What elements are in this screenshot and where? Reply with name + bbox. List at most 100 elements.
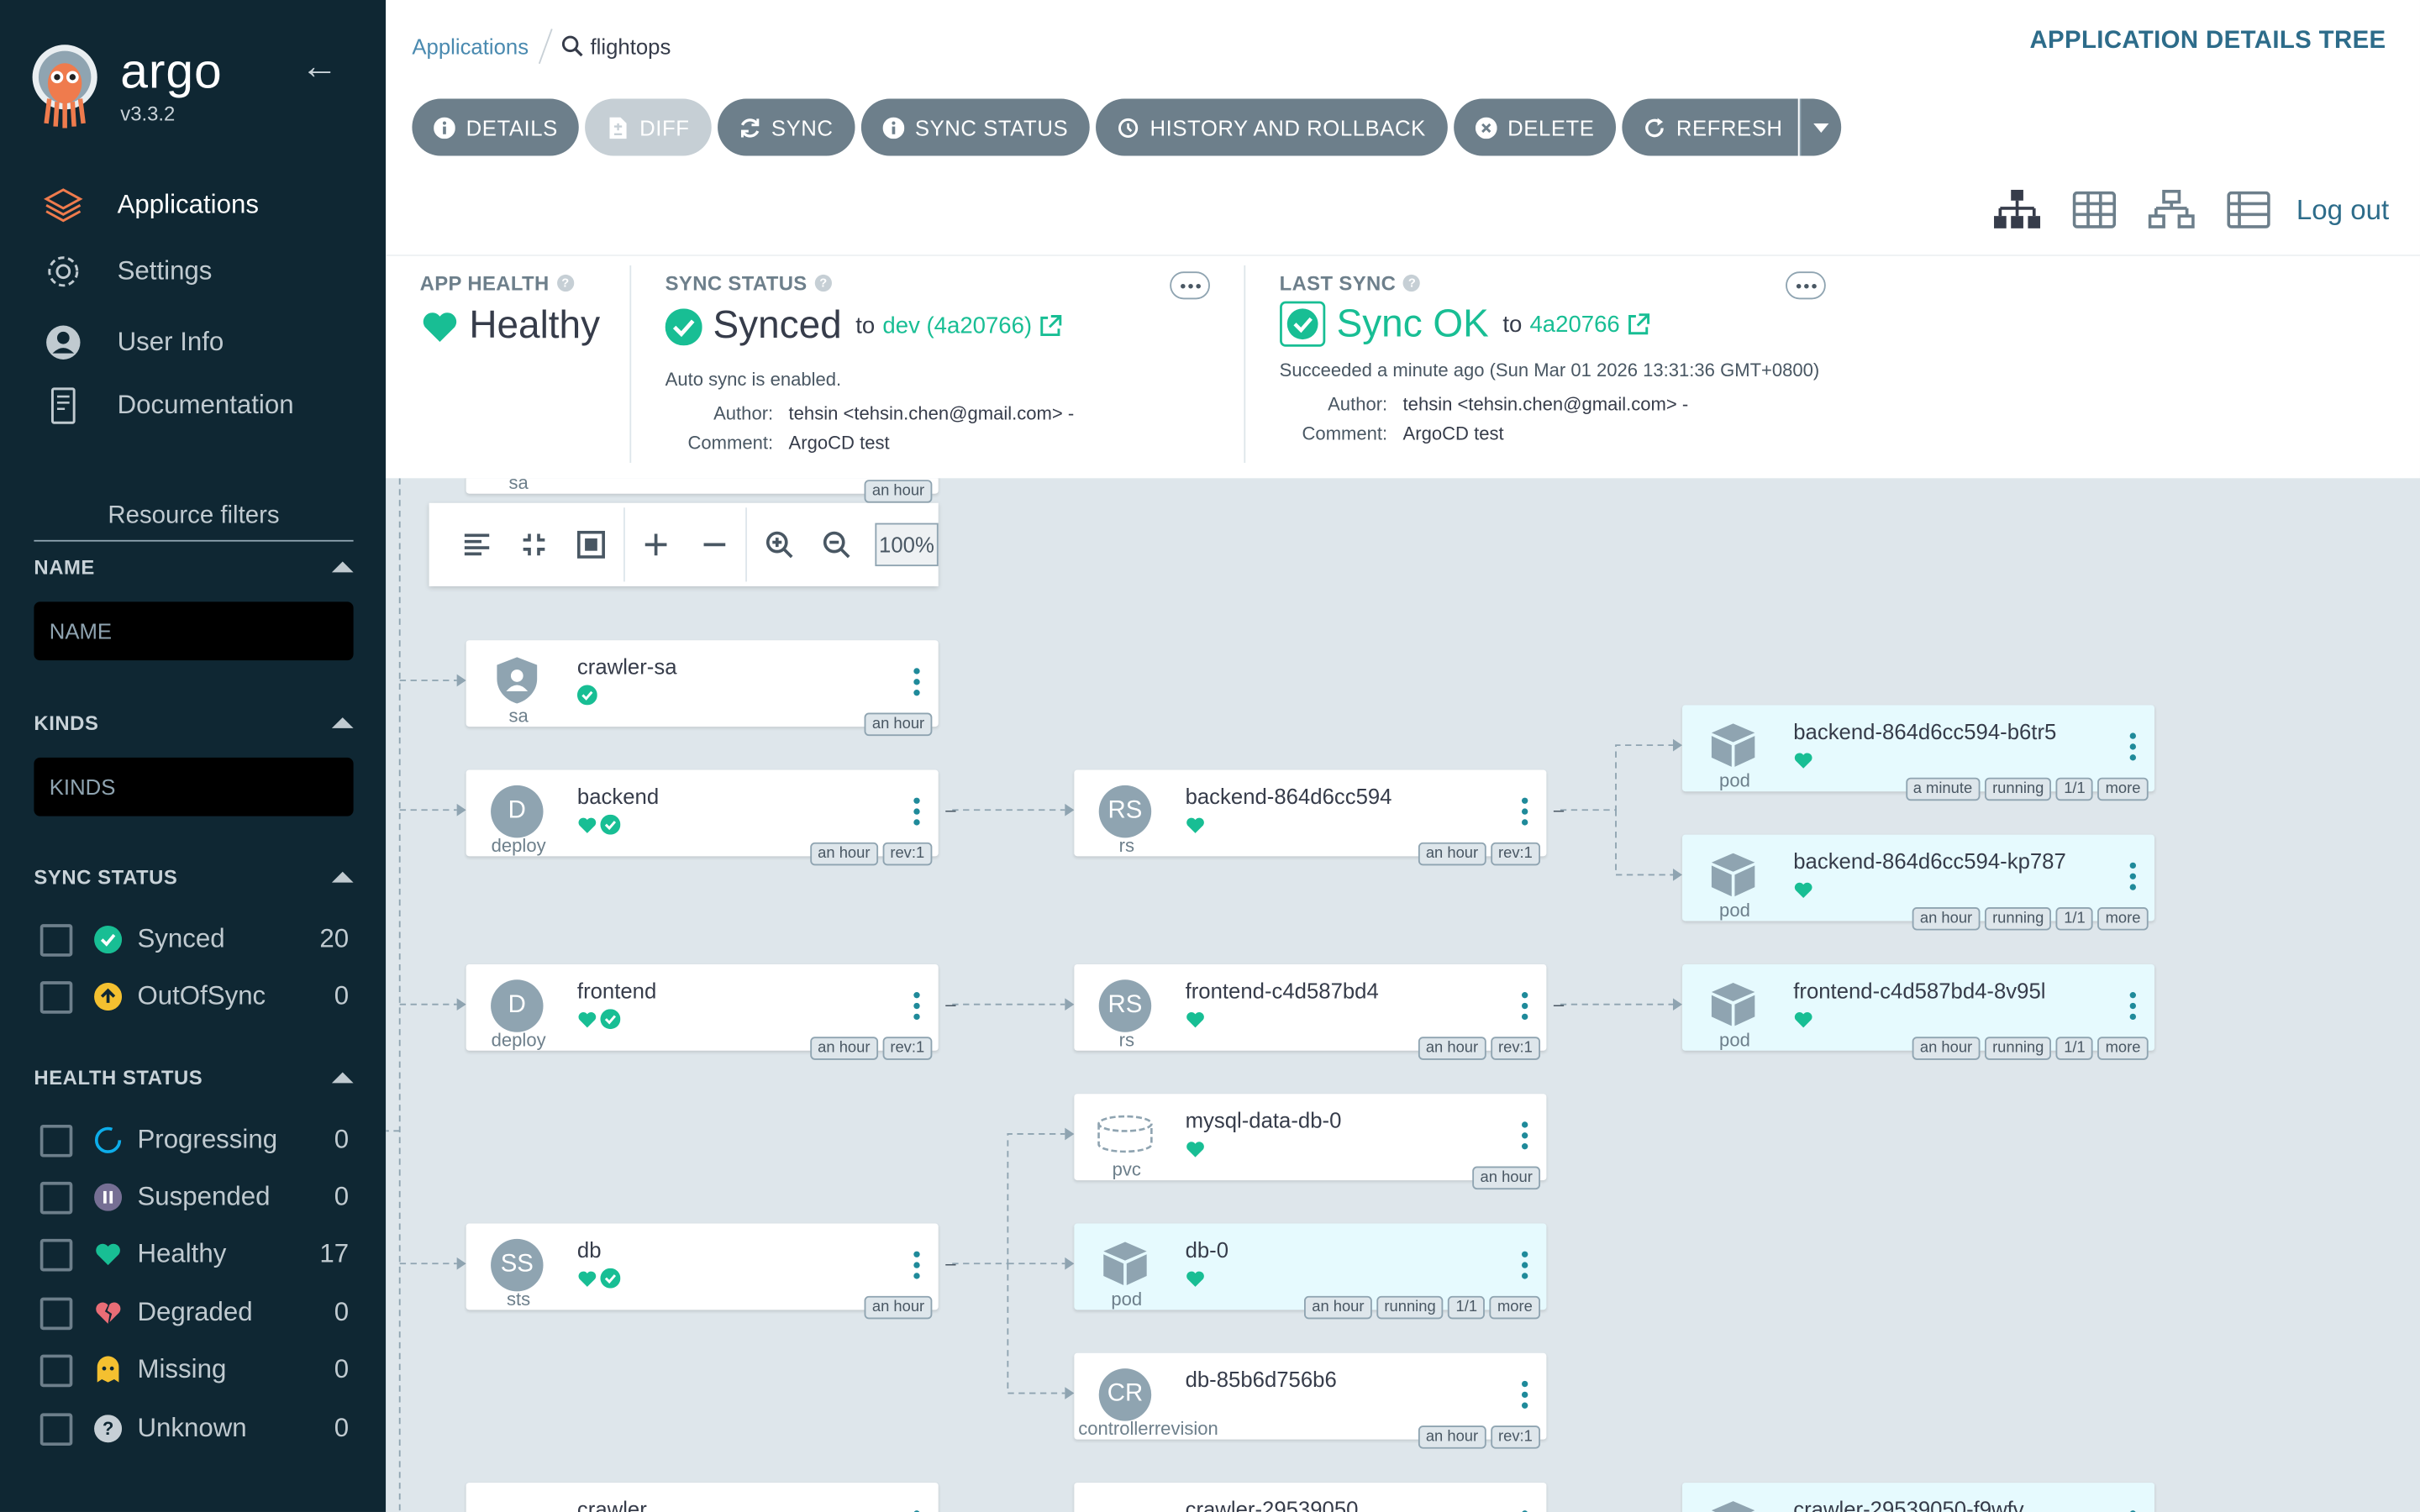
filter-name-header[interactable]: NAME	[34, 555, 354, 579]
resource-node-backend-pod2[interactable]: pod backend-864d6cc594-kp787 an hour runn…	[1682, 834, 2155, 931]
kebab-menu-icon[interactable]	[1521, 1510, 1528, 1512]
argo-logo[interactable]	[31, 43, 99, 129]
sync-revision-link[interactable]: dev (4a20766)	[882, 312, 1033, 340]
help-icon[interactable]: ?	[556, 274, 574, 292]
collapse-node-toggle[interactable]: –	[945, 799, 956, 822]
filter-degraded[interactable]: Degraded 0	[39, 1294, 349, 1331]
filter-unknown[interactable]: ? Unknown 0	[39, 1410, 349, 1447]
align-left-icon[interactable]	[448, 520, 505, 570]
collapse-node-toggle[interactable]: –	[945, 1252, 956, 1275]
sync-status-more-button[interactable]	[1170, 271, 1210, 300]
checkbox[interactable]	[39, 923, 73, 956]
resource-node-frontend-rs[interactable]: RS rs frontend-c4d587bd4 an hour rev:1	[1074, 963, 1547, 1060]
nav-label: Settings	[117, 255, 213, 286]
resource-node-crawler-sa[interactable]: sa crawler-sa an hour	[466, 640, 939, 737]
breadcrumb-current[interactable]: flightops	[561, 34, 671, 59]
refresh-button[interactable]: REFRESH	[1622, 98, 1798, 156]
collapse-node-toggle[interactable]: –	[1553, 799, 1565, 822]
kebab-menu-icon[interactable]	[1521, 797, 1528, 826]
kebab-menu-icon[interactable]	[2129, 862, 2136, 890]
resource-node-pvc[interactable]: pvc mysql-data-db-0 an hour	[1074, 1094, 1547, 1190]
nav-documentation[interactable]: Documentation	[43, 383, 294, 429]
collapse-sidebar-icon[interactable]: ←	[301, 46, 339, 88]
sync-button[interactable]: SYNC	[717, 98, 855, 156]
help-icon[interactable]: ?	[814, 274, 833, 292]
resource-node-partial[interactable]: sa an hour	[466, 478, 939, 503]
filter-progressing[interactable]: Progressing 0	[39, 1121, 349, 1158]
zoom-level[interactable]: 100%	[875, 522, 939, 567]
list-view-icon[interactable]	[2225, 188, 2271, 231]
zoom-in-icon[interactable]	[750, 520, 808, 570]
filter-kinds-header[interactable]: KINDS	[34, 711, 354, 735]
resource-node-frontend-pod[interactable]: pod frontend-c4d587bd4-8v95l an hour runn…	[1682, 963, 2155, 1060]
kinds-filter-input[interactable]	[34, 757, 354, 816]
nav-applications[interactable]: Applications	[43, 182, 259, 228]
kebab-menu-icon[interactable]	[913, 1510, 920, 1512]
network-view-icon[interactable]	[2148, 188, 2195, 231]
resource-node-crawler-job[interactable]: job crawler-29539050	[1074, 1483, 1547, 1512]
checkbox[interactable]	[39, 1296, 73, 1330]
pods-view-icon[interactable]	[2071, 188, 2118, 231]
last-sync-more-button[interactable]	[1786, 271, 1826, 300]
kebab-menu-icon[interactable]	[913, 991, 920, 1021]
checkbox[interactable]	[39, 1180, 73, 1214]
compact-icon[interactable]	[505, 520, 562, 570]
collapse-node-toggle[interactable]: –	[945, 993, 956, 1016]
last-sync-revision-link[interactable]: 4a20766	[1529, 311, 1620, 338]
external-link-icon[interactable]	[1038, 315, 1061, 339]
kebab-menu-icon[interactable]	[2129, 991, 2136, 1021]
kebab-menu-icon[interactable]	[1521, 991, 1528, 1021]
resource-node-frontend[interactable]: D deploy frontend an hour rev:1	[466, 963, 939, 1060]
kebab-menu-icon[interactable]	[2129, 1510, 2136, 1512]
resource-node-crawler[interactable]: cronjob crawler	[466, 1483, 939, 1512]
kebab-menu-icon[interactable]	[913, 1251, 920, 1279]
filter-missing[interactable]: Missing 0	[39, 1352, 349, 1389]
filter-suspended[interactable]: Suspended 0	[39, 1179, 349, 1215]
nav-settings[interactable]: Settings	[43, 249, 212, 295]
help-icon[interactable]: ?	[1403, 274, 1421, 292]
section-label: KINDS	[34, 711, 99, 735]
checkbox[interactable]	[39, 1412, 73, 1446]
logout-link[interactable]: Log out	[2296, 193, 2390, 225]
resource-node-backend[interactable]: D deploy backend an hour rev:1	[466, 769, 939, 866]
filter-health-header[interactable]: HEALTH STATUS	[34, 1066, 354, 1089]
checkbox[interactable]	[39, 1237, 73, 1271]
kebab-menu-icon[interactable]	[1521, 1251, 1528, 1279]
delete-button[interactable]: DELETE	[1453, 98, 1617, 156]
resource-node-backend-rs[interactable]: RS rs backend-864d6cc594 an hour rev:1	[1074, 769, 1547, 866]
resource-node-db[interactable]: SS sts db an hour	[466, 1223, 939, 1320]
kebab-menu-icon[interactable]	[2129, 732, 2136, 761]
refresh-dropdown-button[interactable]	[1799, 98, 1842, 156]
collapse-all-icon[interactable]	[686, 520, 743, 570]
kebab-menu-icon[interactable]	[913, 797, 920, 826]
tree-view-icon[interactable]	[1993, 188, 2041, 231]
external-link-icon[interactable]	[1626, 312, 1649, 336]
filter-sync-header[interactable]: SYNC STATUS	[34, 865, 354, 889]
checkbox[interactable]	[39, 1124, 73, 1157]
history-rollback-button[interactable]: HISTORY AND ROLLBACK	[1096, 98, 1448, 156]
kebab-menu-icon[interactable]	[913, 668, 920, 696]
filter-out-of-sync[interactable]: OutOfSync 0	[39, 978, 349, 1015]
sync-status-button[interactable]: SYNC STATUS	[860, 98, 1090, 156]
resource-node-db-pod[interactable]: pod db-0 an hour running 1/1 more	[1074, 1223, 1547, 1320]
resource-node-backend-pod1[interactable]: pod backend-864d6cc594-b6tr5 a minute run…	[1682, 705, 2155, 801]
resource-node-db-cr[interactable]: CR controllerrevision db-85b6d756b6 an h…	[1074, 1352, 1547, 1449]
fit-screen-icon[interactable]	[563, 520, 620, 570]
checkbox[interactable]	[39, 1353, 73, 1387]
kebab-menu-icon[interactable]	[1521, 1380, 1528, 1409]
resource-tree-canvas[interactable]: sa an hour 100% sa crawler-sa an hour D d…	[386, 478, 2420, 1512]
expand-all-icon[interactable]	[628, 520, 685, 570]
filter-synced[interactable]: Synced 20	[39, 921, 349, 958]
collapse-node-toggle[interactable]: –	[1553, 993, 1565, 1016]
zoom-out-icon[interactable]	[808, 520, 865, 570]
checkbox[interactable]	[39, 980, 73, 1013]
nav-user-info[interactable]: User Info	[43, 319, 224, 365]
filter-healthy[interactable]: Healthy 17	[39, 1236, 349, 1273]
name-filter-input[interactable]	[34, 601, 354, 661]
breadcrumb-applications[interactable]: Applications	[412, 34, 529, 59]
diff-button[interactable]: DIFF	[585, 98, 712, 156]
kebab-menu-icon[interactable]	[1521, 1121, 1528, 1150]
details-button[interactable]: DETAILS	[412, 98, 580, 156]
filter-label: OutOfSync	[137, 981, 266, 1011]
resource-node-crawler-pod[interactable]: pod crawler-29539050-f9wfv	[1682, 1483, 2155, 1512]
